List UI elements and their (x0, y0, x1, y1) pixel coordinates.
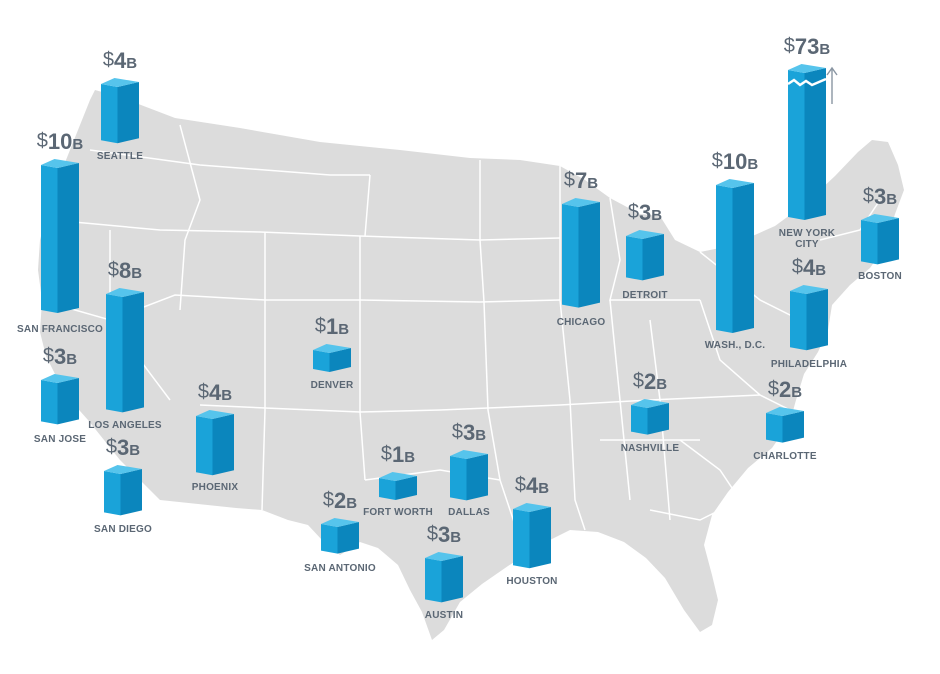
city-label-los-angeles: LOS ANGELES (88, 420, 162, 431)
bar-boston (861, 212, 899, 269)
city-label-nashville: NASHVILLE (620, 443, 680, 454)
city-label-san-diego: SAN DIEGO (94, 524, 152, 535)
value-label-austin: $3B (426, 521, 462, 547)
bar-philadelphia (790, 283, 828, 355)
city-label-houston: HOUSTON (506, 576, 558, 587)
value-label-san-diego: $3B (105, 434, 141, 460)
value-label-dallas: $3B (451, 419, 487, 445)
value-label-seattle: $4B (102, 47, 138, 73)
city-label-san-antonio: SAN ANTONIO (304, 563, 376, 574)
city-label-austin: AUSTIN (424, 610, 464, 621)
city-label-charlotte: CHARLOTTE (753, 451, 817, 462)
value-label-san-antonio: $2B (322, 488, 358, 514)
us-landmass (38, 90, 904, 640)
bar-phoenix (196, 408, 234, 480)
bar-detroit (626, 228, 664, 285)
city-label-detroit: DETROIT (622, 290, 668, 301)
city-label-denver: DENVER (310, 380, 354, 391)
city-label-chicago: CHICAGO (556, 317, 606, 328)
bar-los-angeles (106, 286, 144, 417)
bar-chicago (562, 196, 600, 313)
value-label-san-francisco: $10B (36, 129, 84, 154)
city-label-fort-worth: FORT WORTH (363, 507, 433, 518)
bar-charlotte (766, 405, 804, 448)
city-label-phoenix: PHOENIX (191, 482, 239, 493)
bar-san-antonio (321, 516, 359, 559)
value-label-new-york-city: $73B (783, 34, 831, 59)
bar-dallas (450, 448, 488, 505)
city-label-new-york-city: NEW YORK CITY (778, 228, 836, 250)
city-label-washington-dc: WASH., D.C. (704, 340, 766, 351)
value-label-boston: $3B (862, 183, 898, 209)
value-label-chicago: $7B (563, 168, 599, 194)
bar-san-francisco (41, 157, 79, 318)
bar-seattle (101, 76, 139, 148)
bar-san-jose (41, 372, 79, 429)
city-label-seattle: SEATTLE (96, 151, 144, 162)
value-label-los-angeles: $8B (107, 257, 143, 283)
bar-washington-dc (716, 177, 754, 338)
axis-break-mark (787, 77, 827, 87)
value-label-phoenix: $4B (197, 379, 233, 405)
bar-fort-worth (379, 470, 417, 505)
bar-houston (513, 501, 551, 573)
city-label-boston: BOSTON (858, 271, 902, 282)
city-label-san-jose: SAN JOSE (33, 434, 87, 445)
value-label-fort-worth: $1B (380, 442, 416, 467)
bar-nashville (631, 397, 669, 440)
up-arrow-icon (826, 66, 838, 104)
bar-denver (313, 342, 351, 377)
value-label-houston: $4B (514, 472, 550, 498)
value-label-philadelphia: $4B (791, 254, 827, 280)
value-label-detroit: $3B (627, 199, 663, 225)
value-label-nashville: $2B (632, 369, 668, 395)
bar-new-york-city (787, 62, 827, 225)
value-label-washington-dc: $10B (711, 149, 759, 174)
value-label-san-jose: $3B (42, 343, 78, 369)
bar-austin (425, 550, 463, 607)
city-label-philadelphia: PHILADELPHIA (770, 359, 848, 370)
city-label-dallas: DALLAS (448, 507, 490, 518)
bar-san-diego (104, 463, 142, 520)
value-label-denver: $1B (314, 314, 350, 339)
value-label-charlotte: $2B (767, 377, 803, 403)
city-label-san-francisco: SAN FRANCISCO (17, 324, 103, 335)
